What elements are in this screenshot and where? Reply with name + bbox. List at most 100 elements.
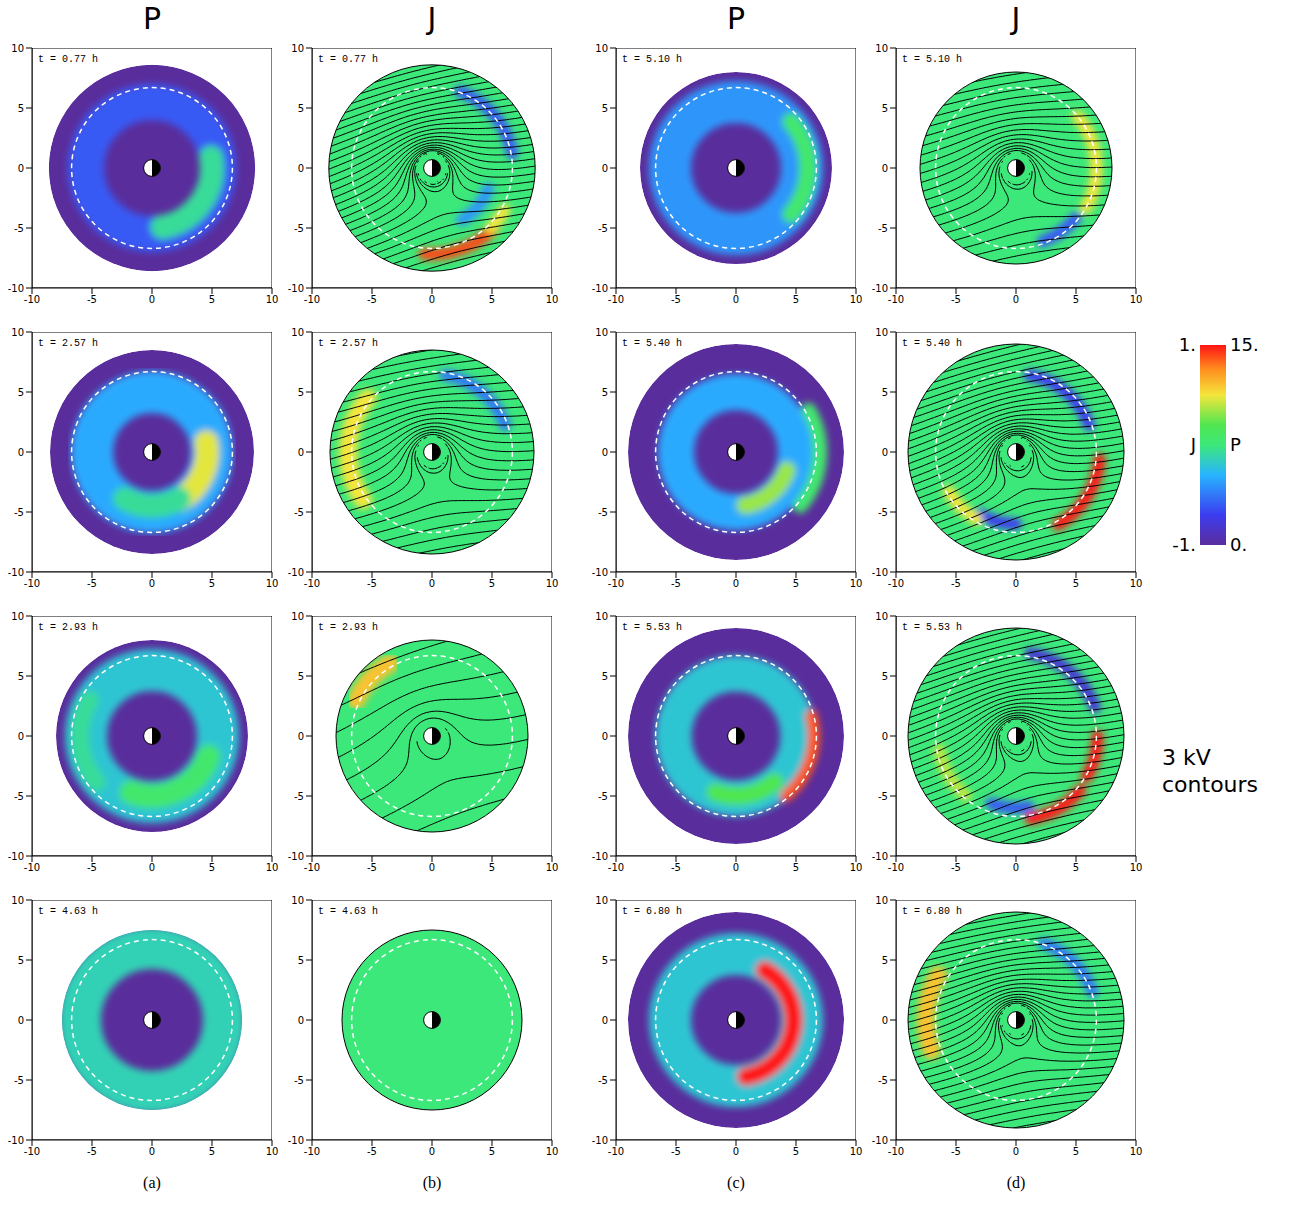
- svg-text:-5: -5: [951, 578, 961, 589]
- svg-text:-10: -10: [304, 862, 320, 873]
- svg-text:t = 2.93 h: t = 2.93 h: [38, 622, 98, 633]
- svg-text:10: 10: [11, 327, 24, 338]
- svg-text:0: 0: [602, 1015, 608, 1026]
- svg-text:0: 0: [733, 578, 739, 589]
- svg-text:5: 5: [1073, 862, 1079, 873]
- svg-text:-5: -5: [598, 1075, 608, 1086]
- svg-text:t = 6.80 h: t = 6.80 h: [622, 906, 682, 917]
- svg-text:0: 0: [149, 294, 155, 305]
- svg-text:0: 0: [18, 731, 24, 742]
- svg-text:t = 0.77 h: t = 0.77 h: [318, 54, 378, 65]
- svg-text:-10: -10: [888, 1146, 904, 1157]
- svg-text:10: 10: [266, 578, 279, 589]
- svg-text:-5: -5: [87, 1146, 97, 1157]
- svg-text:5: 5: [882, 671, 888, 682]
- svg-text:t = 4.63 h: t = 4.63 h: [318, 906, 378, 917]
- svg-text:-10: -10: [592, 567, 608, 578]
- svg-text:-10: -10: [24, 294, 40, 305]
- svg-text:-10: -10: [872, 851, 888, 862]
- svg-text:0: 0: [429, 294, 435, 305]
- svg-text:-10: -10: [8, 1135, 24, 1146]
- svg-text:5: 5: [602, 103, 608, 114]
- svg-text:5: 5: [209, 1146, 215, 1157]
- svg-text:0: 0: [1013, 862, 1019, 873]
- svg-text:-10: -10: [304, 294, 320, 305]
- svg-text:10: 10: [266, 862, 279, 873]
- svg-text:10: 10: [291, 611, 304, 622]
- svg-text:10: 10: [850, 862, 863, 873]
- svg-text:-10: -10: [288, 1135, 304, 1146]
- svg-text:-5: -5: [87, 578, 97, 589]
- svg-text:0: 0: [882, 163, 888, 174]
- svg-text:10: 10: [11, 611, 24, 622]
- svg-text:-10: -10: [24, 578, 40, 589]
- svg-text:0: 0: [882, 731, 888, 742]
- svg-text:5: 5: [298, 103, 304, 114]
- svg-text:-5: -5: [367, 1146, 377, 1157]
- svg-text:-10: -10: [888, 862, 904, 873]
- svg-text:-10: -10: [608, 1146, 624, 1157]
- svg-text:5: 5: [882, 387, 888, 398]
- svg-text:0: 0: [1013, 294, 1019, 305]
- svg-text:10: 10: [850, 578, 863, 589]
- svg-text:0: 0: [298, 1015, 304, 1026]
- svg-text:0: 0: [602, 163, 608, 174]
- svg-text:t = 5.10 h: t = 5.10 h: [622, 54, 682, 65]
- svg-text:-5: -5: [951, 294, 961, 305]
- svg-text:contours: contours: [1162, 772, 1258, 797]
- svg-text:0: 0: [149, 578, 155, 589]
- svg-text:0: 0: [733, 1146, 739, 1157]
- svg-text:10: 10: [850, 294, 863, 305]
- svg-text:-5: -5: [367, 294, 377, 305]
- svg-text:5: 5: [489, 862, 495, 873]
- svg-text:0: 0: [429, 578, 435, 589]
- svg-text:0: 0: [429, 1146, 435, 1157]
- svg-text:-5: -5: [598, 507, 608, 518]
- svg-text:5: 5: [209, 294, 215, 305]
- svg-text:-5: -5: [598, 223, 608, 234]
- svg-text:10: 10: [11, 895, 24, 906]
- svg-text:10: 10: [1130, 862, 1143, 873]
- svg-text:5: 5: [209, 578, 215, 589]
- svg-text:t = 0.77 h: t = 0.77 h: [38, 54, 98, 65]
- svg-text:0: 0: [18, 163, 24, 174]
- svg-text:10: 10: [546, 1146, 559, 1157]
- svg-text:-5: -5: [87, 862, 97, 873]
- svg-text:-1.: -1.: [1172, 534, 1196, 555]
- svg-text:-5: -5: [878, 791, 888, 802]
- svg-text:t = 5.53 h: t = 5.53 h: [902, 622, 962, 633]
- svg-text:5: 5: [793, 1146, 799, 1157]
- svg-text:t = 5.53 h: t = 5.53 h: [622, 622, 682, 633]
- svg-text:-5: -5: [671, 1146, 681, 1157]
- svg-text:10: 10: [266, 294, 279, 305]
- svg-text:-10: -10: [24, 862, 40, 873]
- svg-text:5: 5: [489, 1146, 495, 1157]
- svg-text:10: 10: [546, 862, 559, 873]
- svg-text:1.: 1.: [1179, 334, 1196, 355]
- svg-text:10: 10: [875, 43, 888, 54]
- svg-text:t = 5.40 h: t = 5.40 h: [622, 338, 682, 349]
- svg-text:5: 5: [793, 862, 799, 873]
- svg-text:10: 10: [1130, 578, 1143, 589]
- svg-text:-10: -10: [872, 567, 888, 578]
- svg-text:5: 5: [18, 103, 24, 114]
- svg-text:5: 5: [18, 955, 24, 966]
- svg-text:-10: -10: [872, 1135, 888, 1146]
- svg-text:5: 5: [882, 955, 888, 966]
- svg-text:5: 5: [298, 955, 304, 966]
- svg-text:-10: -10: [872, 283, 888, 294]
- svg-text:10: 10: [291, 895, 304, 906]
- svg-text:5: 5: [602, 955, 608, 966]
- svg-text:-5: -5: [367, 862, 377, 873]
- svg-text:5: 5: [602, 387, 608, 398]
- svg-text:0: 0: [298, 731, 304, 742]
- svg-text:-10: -10: [8, 567, 24, 578]
- svg-text:0: 0: [733, 862, 739, 873]
- svg-text:-5: -5: [671, 862, 681, 873]
- svg-text:-5: -5: [951, 1146, 961, 1157]
- svg-text:P: P: [1230, 434, 1241, 455]
- svg-text:3 kV: 3 kV: [1162, 745, 1211, 770]
- svg-text:5: 5: [489, 578, 495, 589]
- svg-text:-10: -10: [8, 283, 24, 294]
- svg-text:15.: 15.: [1230, 334, 1259, 355]
